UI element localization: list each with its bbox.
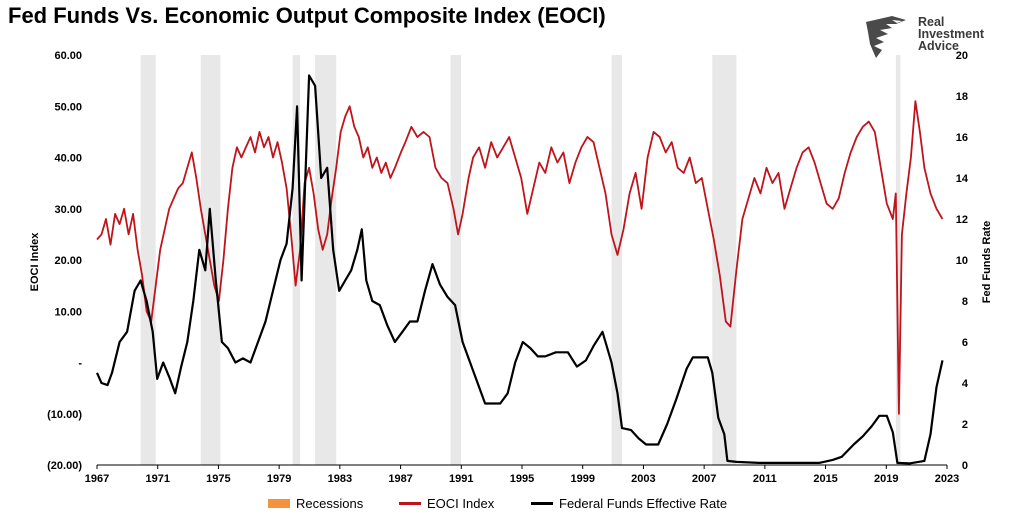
legend: Recessions EOCI Index Federal Funds Effe…: [0, 496, 1024, 516]
y-tick-label-1: (10.00): [47, 409, 82, 421]
x-tick-label-2023: 2023: [935, 473, 959, 485]
legend-item-eoci: EOCI Index: [399, 496, 494, 511]
x-tick-label-2019: 2019: [874, 473, 898, 485]
x-tick-label-1991: 1991: [449, 473, 473, 485]
legend-label-fedfunds: Federal Funds Effective Rate: [559, 496, 728, 511]
y-tick-label-6: 40.00: [54, 153, 82, 165]
recession-band-3: [315, 55, 337, 465]
y-tick-label-5: 30.00: [54, 204, 82, 216]
x-tick-label-2011: 2011: [753, 473, 777, 485]
y2-tick-label-16: 16: [956, 132, 968, 144]
logo-text: Real Investment Advice: [918, 15, 984, 53]
y2-axis-title: Fed Funds Rate: [981, 221, 993, 304]
y2-tick-label-8: 8: [962, 296, 968, 308]
y2-tick-label-2: 2: [962, 419, 968, 431]
x-tick-label-1999: 1999: [570, 473, 594, 485]
x-tick-label-1979: 1979: [267, 473, 291, 485]
recession-band-4: [450, 55, 462, 465]
legend-swatch-recessions: [268, 499, 290, 508]
y2-tick-label-10: 10: [956, 255, 968, 267]
y-tick-label-7: 50.00: [54, 101, 82, 113]
logo-line-2: Investment: [918, 27, 984, 41]
y2-tick-label-12: 12: [956, 214, 968, 226]
y2-tick-label-6: 6: [962, 337, 968, 349]
y-tick-label-3: 10.00: [54, 306, 82, 318]
x-tick-label-1975: 1975: [206, 473, 230, 485]
recession-bands: [140, 55, 901, 465]
y-tick-label-4: 20.00: [54, 255, 82, 267]
y2-tick-label-4: 4: [962, 378, 969, 390]
legend-swatch-fedfunds: [531, 502, 553, 505]
x-tick-label-1971: 1971: [145, 473, 169, 485]
eoci-series-line: [96, 100, 944, 415]
x-tick-label-1987: 1987: [388, 473, 412, 485]
y-tick-label-0: (20.00): [47, 460, 82, 472]
brand-logo: Real Investment Advice: [862, 14, 1002, 60]
y-tick-label-8: 60.00: [54, 50, 82, 62]
logo-line-3: Advice: [918, 39, 959, 53]
recession-band-7: [895, 55, 901, 465]
logo-line-1: Real: [918, 15, 945, 29]
x-tick-label-1967: 1967: [85, 473, 109, 485]
legend-label-eoci: EOCI Index: [427, 496, 495, 511]
x-tick-label-2015: 2015: [813, 473, 837, 485]
recession-band-2: [292, 55, 301, 465]
y-axis-title: EOCI Index: [29, 232, 41, 292]
eagle-icon: [866, 16, 906, 58]
x-tick-label-2007: 2007: [692, 473, 716, 485]
tick-labels: 1967 1971 1975 1979 1983 1987 1991 1995 1999 2003…: [47, 50, 969, 485]
series-lines: [95, 74, 944, 465]
legend-item-recessions: Recessions: [268, 496, 363, 511]
recession-band-5: [611, 55, 623, 465]
fedfunds-series-line: [95, 74, 944, 465]
x-tick-label-2003: 2003: [631, 473, 655, 485]
legend-label-recessions: Recessions: [296, 496, 364, 511]
x-tick-label-1995: 1995: [510, 473, 534, 485]
y-tick-label-2: -: [78, 358, 82, 370]
legend-item-fedfunds: Federal Funds Effective Rate: [531, 496, 727, 511]
y2-tick-label-20: 20: [956, 50, 968, 62]
y2-tick-label-0: 0: [962, 460, 968, 472]
y2-tick-label-18: 18: [956, 91, 968, 103]
legend-swatch-eoci: [399, 502, 421, 505]
y2-tick-label-14: 14: [956, 173, 969, 185]
chart-title: Fed Funds Vs. Economic Output Composite …: [8, 3, 606, 28]
x-tick-label-1983: 1983: [328, 473, 352, 485]
recession-band-0: [140, 55, 156, 465]
